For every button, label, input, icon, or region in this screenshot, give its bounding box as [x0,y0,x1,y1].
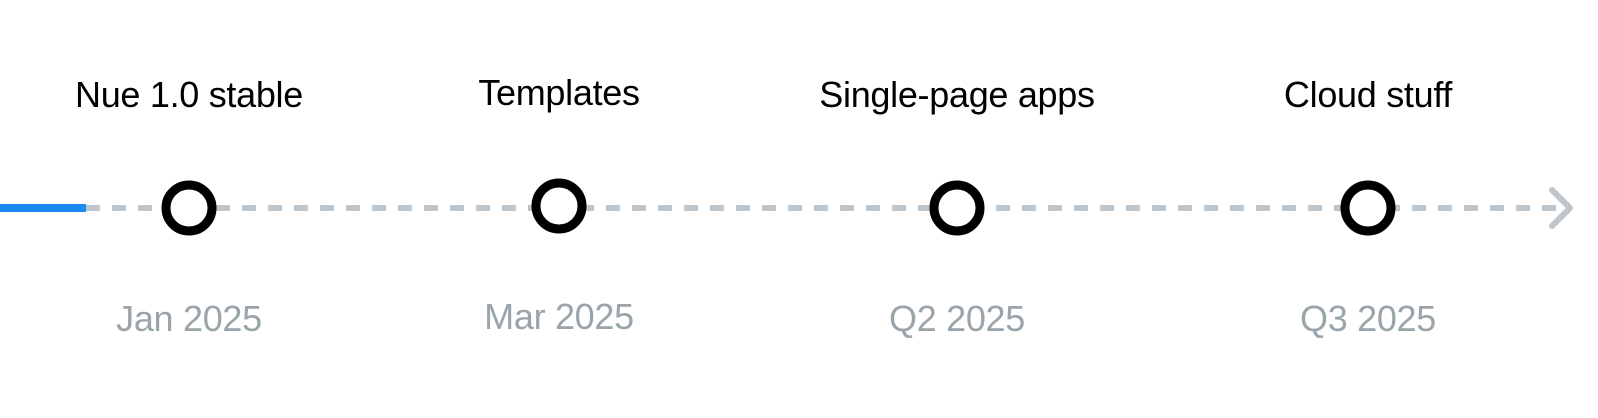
milestone-date-1: Jan 2025 [116,298,262,339]
milestone-date-4: Q3 2025 [1299,298,1437,339]
milestone-node-2 [531,178,587,234]
milestone-title-3: Single-page apps [819,74,1095,115]
milestone-title-4: Cloud stuff [1283,74,1453,115]
milestone-title-1: Nue 1.0 stable [75,74,303,115]
milestone-node-3 [929,180,985,236]
milestone-node-1 [161,180,217,236]
milestone-node-4 [1340,180,1396,236]
milestone-date-3: Q2 2025 [888,298,1026,339]
milestone-date-2: Mar 2025 [484,296,634,337]
chevron-right-icon [1549,187,1573,229]
milestone-title-2: Templates [478,72,640,113]
